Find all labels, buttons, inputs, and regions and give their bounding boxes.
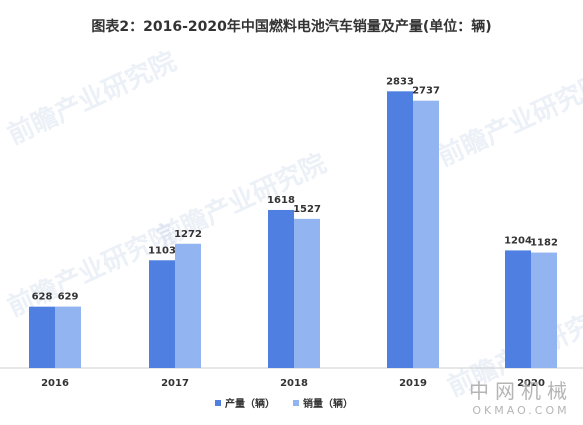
bar-production-2016 bbox=[29, 306, 55, 368]
data-label: 629 bbox=[58, 292, 79, 303]
legend-label-sales: 销量（辆） bbox=[303, 397, 353, 410]
x-tick-label: 2019 bbox=[399, 378, 427, 389]
bar-sales-2018 bbox=[294, 218, 320, 368]
bar-production-2020 bbox=[505, 250, 531, 368]
bar-production-2019 bbox=[387, 91, 413, 368]
data-label: 1618 bbox=[267, 195, 295, 206]
data-label: 1272 bbox=[174, 229, 202, 240]
bar-sales-2019 bbox=[413, 100, 439, 368]
x-tick-label: 2016 bbox=[41, 378, 69, 389]
x-tick-label: 2018 bbox=[280, 378, 308, 389]
bar-production-2017 bbox=[149, 260, 175, 368]
x-tick-label: 2020 bbox=[517, 378, 545, 389]
bar-production-2018 bbox=[268, 209, 294, 368]
x-tick-label: 2017 bbox=[161, 378, 189, 389]
brand-cn: 中网机械 bbox=[469, 379, 573, 403]
chart-title: 图表2：2016-2020年中国燃料电池汽车销量及产量(单位：辆) bbox=[91, 19, 492, 35]
bar-sales-2020 bbox=[531, 252, 557, 368]
data-label: 2737 bbox=[412, 86, 440, 97]
data-label: 628 bbox=[32, 292, 53, 303]
data-label: 1182 bbox=[530, 238, 558, 249]
bar-sales-2016 bbox=[55, 306, 81, 368]
data-label: 1204 bbox=[504, 235, 532, 246]
data-label: 1103 bbox=[148, 245, 176, 256]
legend-swatch-production bbox=[215, 400, 221, 406]
data-label: 1527 bbox=[293, 204, 321, 215]
data-label: 2833 bbox=[386, 76, 414, 87]
bar-sales-2017 bbox=[175, 243, 201, 368]
brand-en: OKMAO.COM bbox=[472, 404, 570, 417]
legend-swatch-sales bbox=[293, 400, 299, 406]
brand-logo: 中网机械 OKMAO.COM bbox=[469, 375, 573, 417]
legend-label-production: 产量（辆） bbox=[225, 397, 275, 410]
